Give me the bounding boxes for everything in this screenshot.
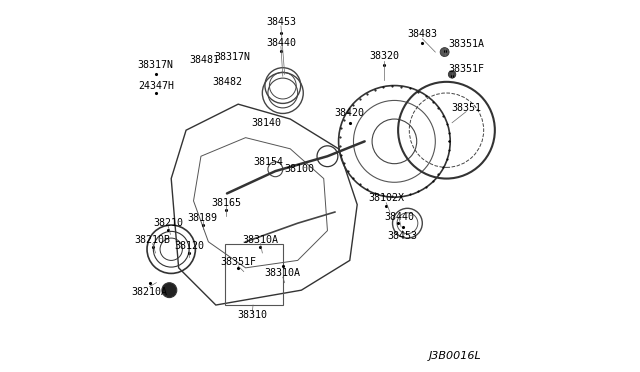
Text: 38100: 38100 bbox=[285, 164, 314, 174]
Text: 38165: 38165 bbox=[211, 198, 241, 208]
Circle shape bbox=[162, 283, 177, 298]
Text: 38351: 38351 bbox=[451, 103, 481, 113]
Text: 38210B: 38210B bbox=[134, 235, 171, 245]
Text: J3B0016L: J3B0016L bbox=[429, 351, 482, 361]
Circle shape bbox=[440, 48, 449, 57]
Text: 38351F: 38351F bbox=[448, 64, 484, 74]
Text: 38351A: 38351A bbox=[448, 39, 484, 49]
Text: 38310A: 38310A bbox=[265, 269, 301, 278]
Text: 38320: 38320 bbox=[369, 51, 399, 61]
Text: 38453: 38453 bbox=[266, 17, 296, 26]
Circle shape bbox=[449, 71, 456, 78]
Text: 38351F: 38351F bbox=[220, 257, 256, 267]
Text: 38453: 38453 bbox=[388, 231, 417, 241]
Text: 38482: 38482 bbox=[212, 77, 242, 87]
Text: 38189: 38189 bbox=[188, 213, 218, 222]
Text: 38102X: 38102X bbox=[368, 193, 404, 203]
Text: 38317N: 38317N bbox=[138, 60, 173, 70]
Text: 38481: 38481 bbox=[189, 55, 220, 64]
Text: 38310A: 38310A bbox=[243, 235, 278, 245]
Text: 38310: 38310 bbox=[237, 311, 268, 320]
Text: 38154: 38154 bbox=[253, 157, 283, 167]
Text: 38140: 38140 bbox=[251, 118, 281, 128]
Text: 38483: 38483 bbox=[407, 29, 437, 39]
Text: 38440: 38440 bbox=[385, 212, 415, 221]
Bar bbox=[225, 244, 283, 305]
Text: 38120: 38120 bbox=[174, 241, 204, 250]
Text: 38440: 38440 bbox=[266, 38, 296, 48]
Text: 38317N: 38317N bbox=[214, 52, 251, 62]
Text: 24347H: 24347H bbox=[138, 81, 174, 90]
Text: 38210: 38210 bbox=[153, 218, 183, 228]
Text: 38420: 38420 bbox=[335, 109, 365, 118]
Text: 38210A: 38210A bbox=[132, 287, 168, 297]
